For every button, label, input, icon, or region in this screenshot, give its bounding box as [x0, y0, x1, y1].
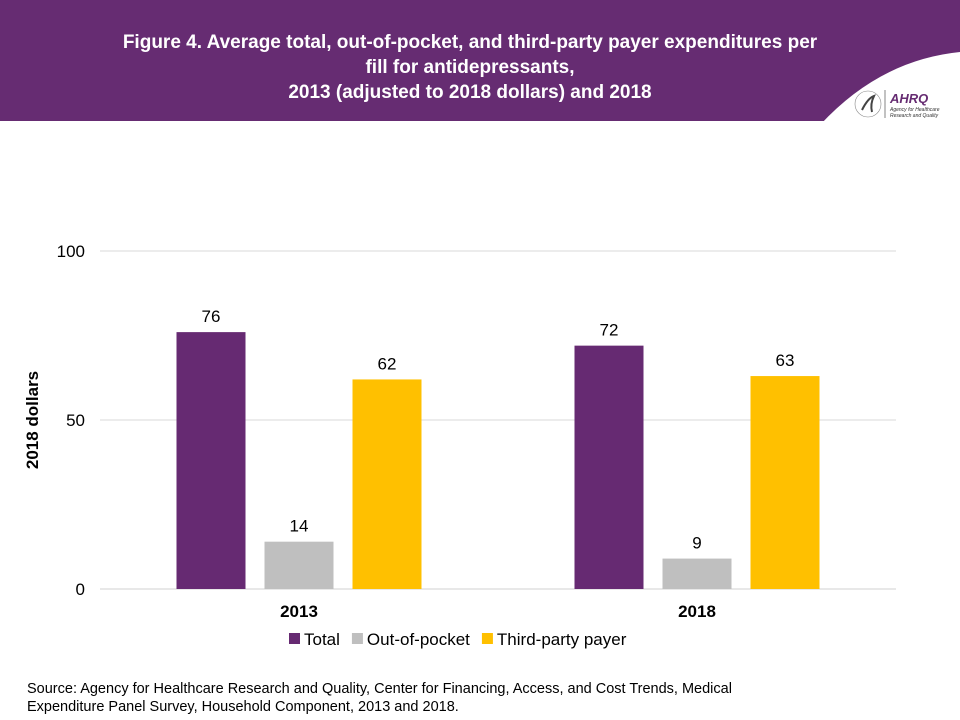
- legend-swatch: [289, 633, 300, 644]
- data-label: 62: [378, 354, 397, 373]
- bar-total-2018: [574, 345, 644, 589]
- ahrq-logo: AHRQ Agency for Healthcare Research and …: [854, 90, 940, 119]
- bar-out-of-pocket-2013: [264, 541, 334, 589]
- bar-third-party-payer-2018: [750, 376, 820, 589]
- legend-entry: Out-of-pocket: [367, 630, 470, 649]
- svg-text:AHRQ: AHRQ: [889, 91, 928, 106]
- x-tick-label: 2013: [280, 602, 318, 621]
- legend-entry: Third-party payer: [497, 630, 627, 649]
- bar-total-2013: [176, 332, 246, 589]
- source-line-2: Expenditure Panel Survey, Household Comp…: [27, 699, 459, 715]
- data-label: 63: [776, 351, 795, 370]
- y-tick-label: 50: [66, 411, 85, 430]
- source-note: Source: Agency for Healthcare Research a…: [27, 680, 927, 716]
- source-line-1: Source: Agency for Healthcare Research a…: [27, 681, 732, 697]
- legend-swatch: [481, 633, 493, 644]
- y-tick-label: 100: [57, 242, 85, 261]
- bar-out-of-pocket-2018: [662, 558, 732, 589]
- svg-text:Agency for Healthcare: Agency for Healthcare: [889, 107, 940, 113]
- data-label: 9: [692, 534, 701, 553]
- data-label: 76: [202, 307, 221, 326]
- title-line-2: fill for antidepressants,: [365, 57, 575, 78]
- legend-entry: Total: [304, 630, 340, 649]
- data-label: 14: [290, 517, 309, 536]
- title-line-3: 2013 (adjusted to 2018 dollars) and 2018: [288, 82, 652, 103]
- legend-swatch: [351, 633, 363, 644]
- y-tick-label: 0: [76, 580, 85, 599]
- chart-title: Figure 4. Average total, out-of-pocket, …: [40, 30, 900, 105]
- svg-text:Research and Quality: Research and Quality: [890, 113, 939, 119]
- title-line-1: Figure 4. Average total, out-of-pocket, …: [122, 32, 818, 53]
- x-tick-label: 2018: [678, 602, 716, 621]
- y-axis-label: 2018 dollars: [23, 371, 42, 469]
- data-label: 72: [600, 321, 619, 340]
- bar-third-party-payer-2013: [352, 379, 422, 589]
- header-banner: [0, 0, 960, 121]
